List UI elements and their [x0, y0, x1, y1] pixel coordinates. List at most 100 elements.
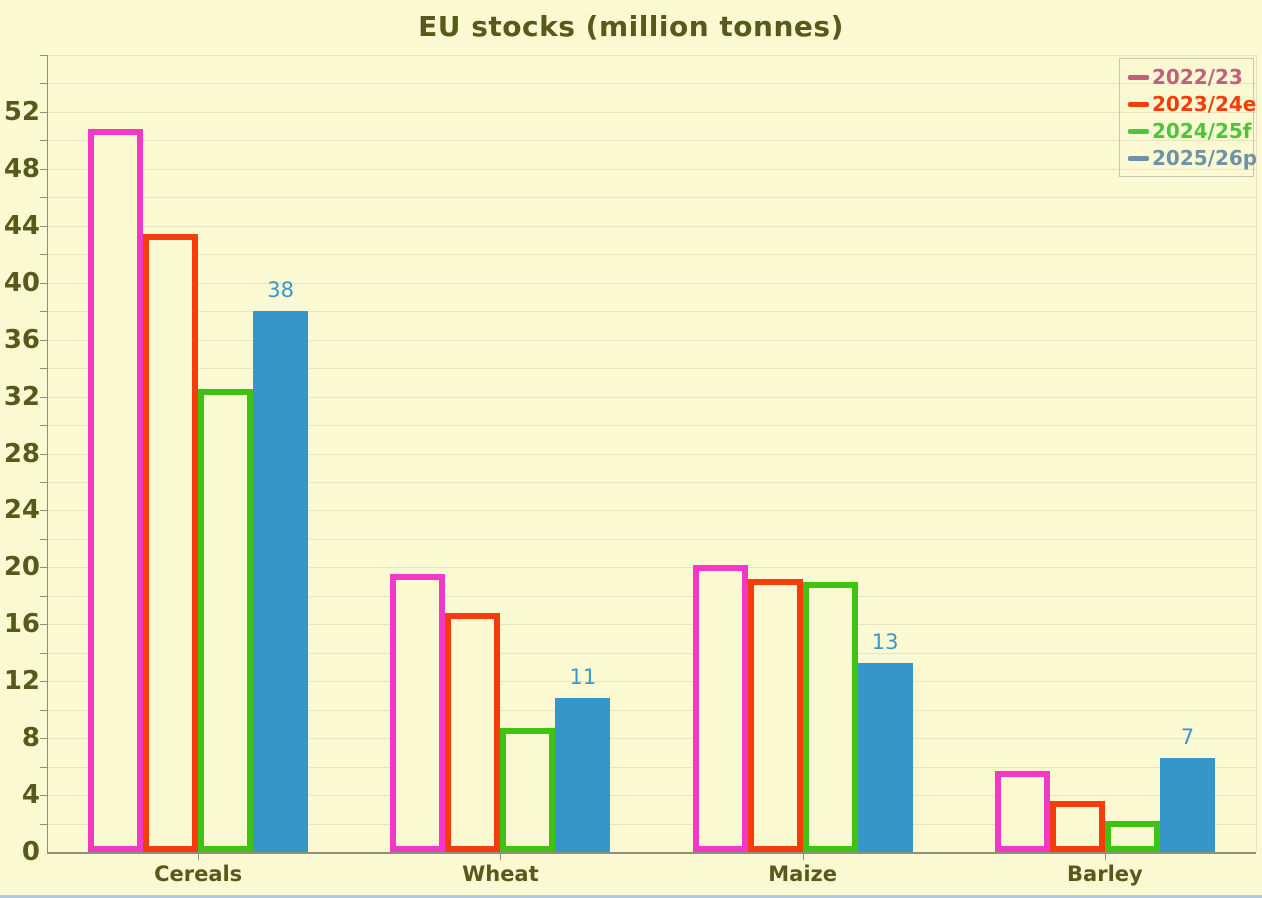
category-label-barley: Barley	[1067, 862, 1143, 886]
gridline	[47, 396, 1256, 398]
bar-202223-barley	[994, 770, 1050, 852]
y-axis-label: 44	[3, 210, 40, 241]
gridline	[47, 140, 1256, 142]
legend-marker-dash-icon	[1128, 102, 1149, 107]
bar-202324e-wheat	[445, 612, 501, 852]
gridline	[47, 510, 1256, 512]
x-axis-tick	[1104, 854, 1106, 860]
y-axis-tick	[40, 453, 47, 455]
y-axis-tick	[40, 823, 47, 825]
gridline	[47, 681, 1256, 683]
legend-item-202324e: 2023/24e	[1128, 91, 1256, 118]
legend-label: 2024/25f	[1152, 119, 1252, 143]
y-axis-label: 0	[21, 837, 40, 867]
x-axis-tick	[802, 854, 804, 860]
category-label-cereals: Cereals	[154, 862, 243, 886]
y-axis-tick	[40, 55, 47, 56]
legend-marker-dash-icon	[1128, 75, 1149, 80]
y-axis-label: 8	[21, 723, 40, 754]
y-axis-label: 48	[3, 153, 40, 184]
legend-marker-dash-icon	[1128, 129, 1149, 134]
bar-202324e-cereals	[143, 234, 199, 852]
y-axis-tick	[40, 738, 47, 740]
plot-right-border	[1256, 55, 1257, 852]
y-axis-tick	[40, 510, 47, 512]
y-axis-tick	[40, 140, 47, 142]
legend-item-202526p: 2025/26p	[1128, 145, 1257, 172]
gridline	[47, 766, 1256, 768]
value-label: 7	[1180, 725, 1195, 750]
x-axis-tick	[500, 854, 502, 860]
y-axis-label: 28	[3, 438, 40, 469]
y-axis-tick	[40, 681, 47, 683]
gridline	[47, 168, 1256, 170]
y-axis-tick	[40, 766, 47, 768]
y-axis-tick	[40, 795, 47, 797]
legend-label: 2025/26p	[1152, 146, 1258, 170]
value-label: 11	[569, 665, 597, 690]
y-axis-label: 52	[3, 96, 40, 127]
bottom-strip	[0, 895, 1262, 898]
y-axis-tick	[40, 254, 47, 256]
legend-item-202223: 2022/23	[1128, 64, 1247, 91]
gridline	[47, 425, 1256, 427]
category-label-maize: Maize	[768, 862, 837, 886]
y-axis-tick	[40, 396, 47, 398]
y-axis-tick	[40, 481, 47, 483]
gridline	[47, 254, 1256, 256]
y-axis-label: 20	[3, 552, 40, 583]
bar-202526p-barley	[1159, 758, 1215, 852]
y-axis-tick	[40, 339, 47, 341]
y-axis-tick	[40, 652, 47, 654]
gridline	[47, 197, 1256, 199]
y-axis-tick	[40, 311, 47, 313]
y-axis-tick	[40, 282, 47, 284]
y-axis-label: 4	[21, 780, 40, 811]
y-axis-line	[47, 55, 48, 852]
y-axis-tick	[40, 197, 47, 199]
bar-202324e-barley	[1049, 800, 1105, 852]
gridline	[47, 368, 1256, 370]
y-axis-tick	[40, 538, 47, 540]
legend-label: 2022/23	[1152, 65, 1243, 89]
gridline	[47, 339, 1256, 341]
gridline	[47, 595, 1256, 597]
y-axis-tick	[40, 624, 47, 626]
bar-202223-cereals	[88, 129, 144, 852]
bar-202526p-wheat	[555, 698, 611, 852]
gridline	[47, 624, 1256, 626]
gridline	[47, 795, 1256, 797]
value-label: 13	[871, 629, 899, 654]
gridline	[47, 55, 1256, 56]
bar-202425f-barley	[1104, 820, 1160, 852]
gridline	[47, 738, 1256, 740]
x-axis-tick	[198, 854, 200, 860]
y-axis-tick	[40, 168, 47, 170]
y-axis-tick	[40, 425, 47, 427]
gridline	[47, 652, 1256, 654]
value-label: 38	[267, 278, 294, 303]
bar-202425f-wheat	[500, 728, 556, 852]
gridline	[47, 282, 1256, 284]
y-axis-tick	[40, 368, 47, 370]
x-axis-line	[47, 852, 1256, 854]
gridline	[47, 567, 1256, 569]
y-axis-tick	[40, 595, 47, 597]
y-axis-label: 40	[3, 267, 40, 298]
gridline	[47, 481, 1256, 483]
gridline	[47, 111, 1256, 113]
gridline	[47, 311, 1256, 313]
bar-202526p-maize	[857, 662, 913, 852]
gridline	[47, 709, 1256, 711]
legend-item-202425f: 2024/25f	[1128, 118, 1252, 145]
y-axis-tick	[40, 83, 47, 85]
y-axis-label: 24	[3, 495, 40, 526]
bar-202425f-maize	[802, 581, 858, 852]
legend: 2022/23 2023/24e 2024/25f 2025/26p	[1119, 58, 1257, 177]
gridline	[47, 83, 1256, 85]
y-axis-tick	[40, 225, 47, 227]
y-axis-label: 16	[3, 609, 40, 640]
chart-title: EU stocks (million tonnes)	[418, 10, 844, 43]
bar-202324e-maize	[747, 578, 803, 852]
